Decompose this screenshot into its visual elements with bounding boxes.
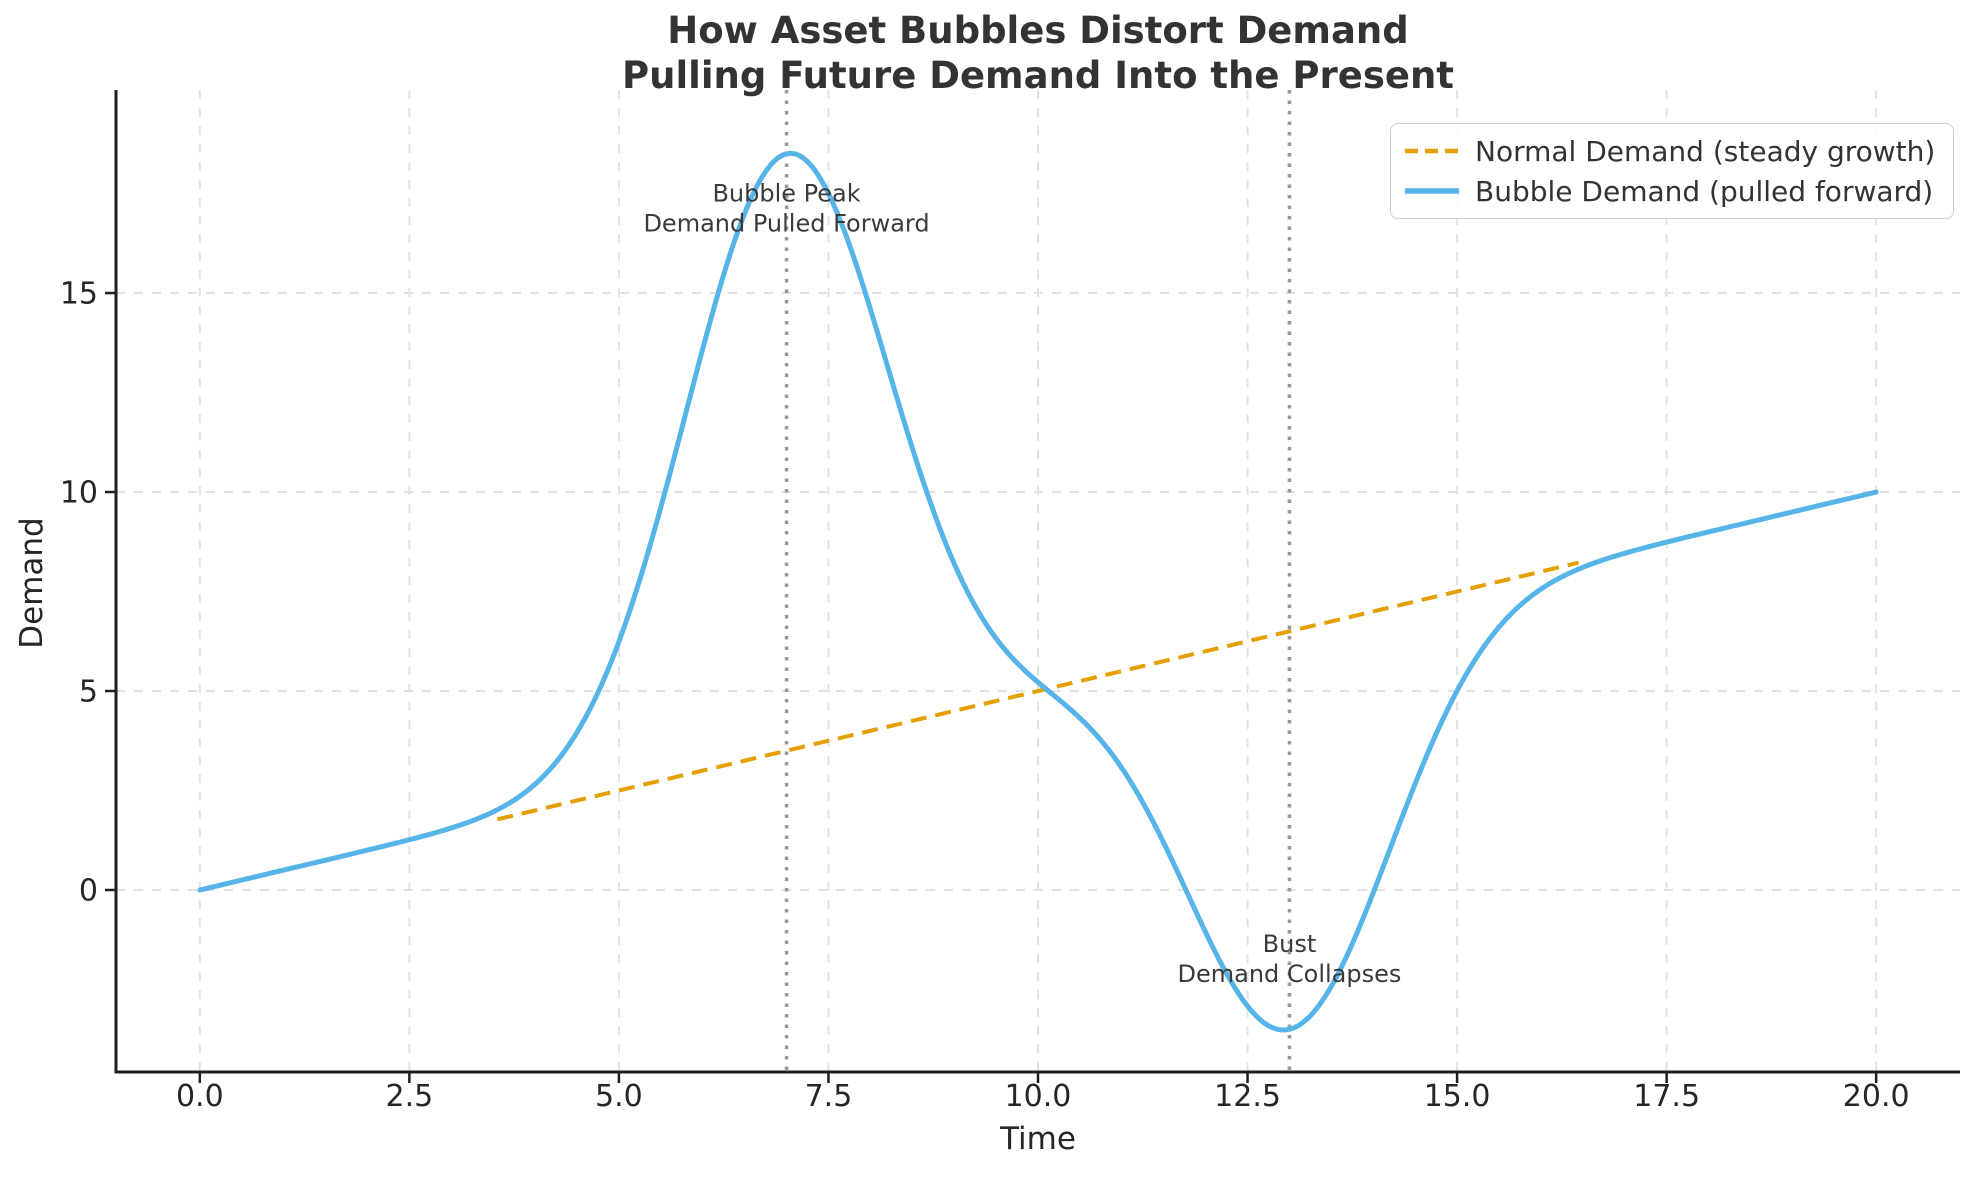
y-axis-label: Demand (14, 517, 50, 649)
x-tick-label: 5.0 (595, 1079, 643, 1114)
x-tick-label: 15.0 (1424, 1079, 1491, 1114)
legend-item: Normal Demand (steady growth) (1405, 131, 1935, 171)
x-tick-label: 17.5 (1633, 1079, 1700, 1114)
y-tick-label: 5 (79, 675, 98, 710)
x-axis-label: Time (1000, 1121, 1076, 1157)
x-tick-label: 7.5 (805, 1079, 853, 1114)
x-tick-label: 20.0 (1843, 1079, 1910, 1114)
legend-item-label: Bubble Demand (pulled forward) (1475, 174, 1934, 208)
chart-title: How Asset Bubbles Distort Demand Pulling… (116, 8, 1960, 98)
annotation-text: Demand Collapses (1178, 960, 1402, 988)
annotation-text: Demand Pulled Forward (643, 210, 929, 238)
x-tick-label: 12.5 (1214, 1079, 1281, 1114)
legend-item-label: Normal Demand (steady growth) (1475, 134, 1936, 168)
y-tick-label: 0 (79, 874, 98, 909)
x-tick-label: 10.0 (1005, 1079, 1072, 1114)
y-tick-label: 10 (60, 476, 98, 511)
chart-title-line2: Pulling Future Demand Into the Present (622, 54, 1454, 97)
annotation-text: Bust (1263, 930, 1317, 958)
normal-demand-line (496, 560, 1580, 822)
dashed-line-swatch-icon (1405, 148, 1459, 154)
solid-line-swatch-icon (1405, 188, 1459, 194)
annotation-text: Bubble Peak (712, 180, 860, 208)
bubble-demand-curve (197, 150, 1879, 1033)
x-tick-label: 2.5 (386, 1079, 434, 1114)
y-tick-label: 15 (60, 277, 98, 312)
legend-item: Bubble Demand (pulled forward) (1405, 171, 1935, 211)
legend: Normal Demand (steady growth) Bubble Dema… (1390, 123, 1955, 219)
chart-title-line1: How Asset Bubbles Distort Demand (667, 9, 1409, 52)
x-tick-label: 0.0 (176, 1079, 224, 1114)
